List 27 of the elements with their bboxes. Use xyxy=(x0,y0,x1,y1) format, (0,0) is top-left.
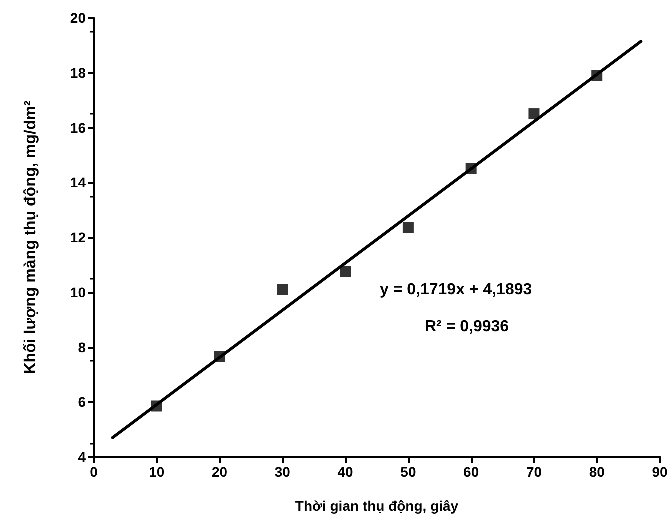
y-tick-label: 4 xyxy=(78,449,86,465)
x-axis-title: Thời gian thụ động, giây xyxy=(295,498,459,514)
point xyxy=(340,266,352,278)
x-tick-label: 10 xyxy=(149,464,165,480)
x-tick-label: 60 xyxy=(464,464,480,480)
annotation: R² = 0,9936 xyxy=(425,318,510,336)
y-tick-label: 20 xyxy=(70,10,86,26)
point xyxy=(528,108,540,120)
x-tick-label: 70 xyxy=(526,464,542,480)
y-tick-label: 18 xyxy=(70,64,86,81)
point xyxy=(402,222,414,234)
y-axis-title: Khối lượng màng thụ động, mg/dm² xyxy=(22,100,40,374)
y-tick-label: 6 xyxy=(78,394,86,410)
y-tick-label: 16 xyxy=(70,120,86,136)
y-tick-label: 12 xyxy=(70,230,86,246)
x-tick-label: 30 xyxy=(274,464,291,480)
y-tick-label: 8 xyxy=(78,339,86,356)
annotation: y = 0,1719x + 4,1893 xyxy=(380,282,532,298)
x-tick-label: 80 xyxy=(589,464,606,480)
x-tick-label: 40 xyxy=(338,464,354,480)
y-tick-label: 14 xyxy=(70,174,86,191)
x-tick-label: 90 xyxy=(652,464,668,480)
x-tick-label: 20 xyxy=(212,464,228,480)
x-tick-label: 50 xyxy=(400,464,416,480)
x-tick-label: 0 xyxy=(90,464,98,480)
y-tick-label: 10 xyxy=(70,284,86,300)
point xyxy=(277,284,288,296)
